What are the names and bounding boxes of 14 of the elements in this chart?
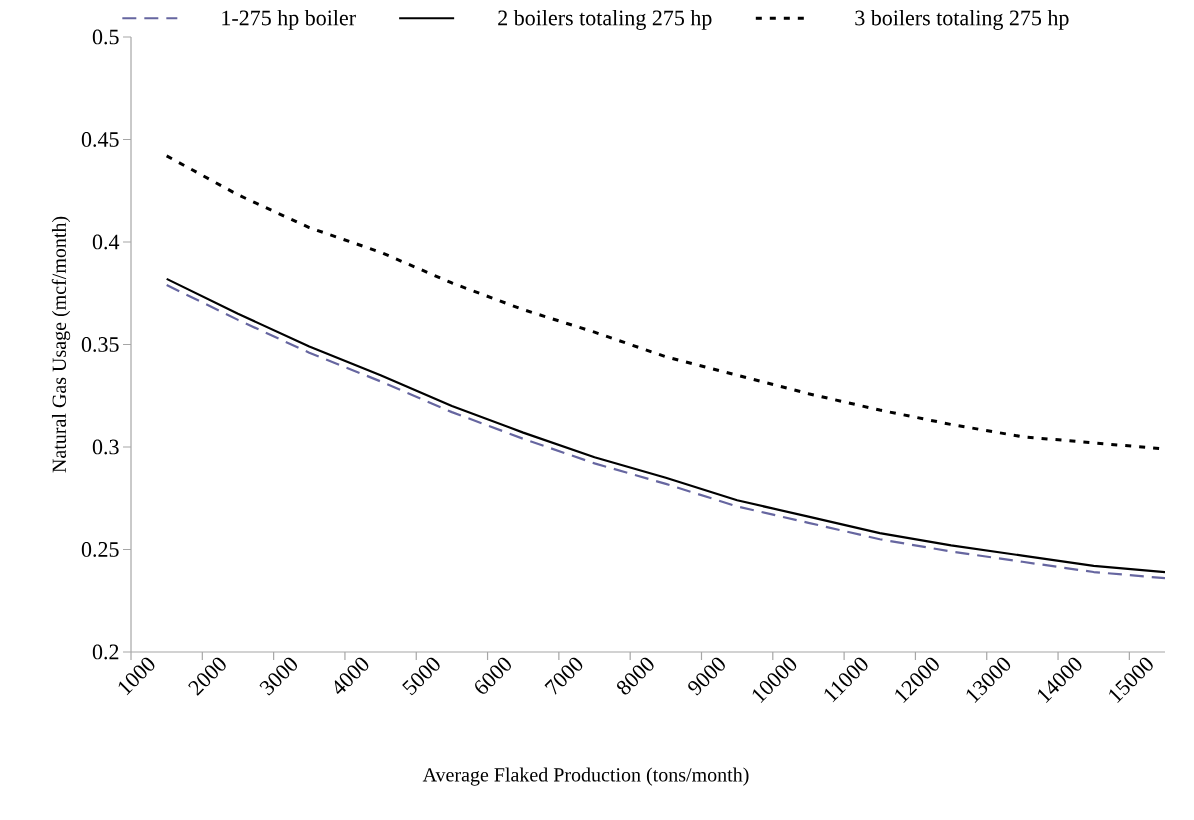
y-tick-label: 0.35 <box>81 337 119 352</box>
x-axis-title: Average Flaked Production (tons/month) <box>422 767 749 786</box>
legend-label: 1-275 hp boiler <box>222 9 356 30</box>
x-tick-label: 6000 <box>475 657 511 694</box>
y-tick-label: 0.3 <box>92 439 119 455</box>
legend-label: 2 boilers totaling 275 hp <box>498 9 712 30</box>
y-tick-label: 0.5 <box>92 29 119 45</box>
legend-label: 3 boilers totaling 275 hp <box>855 9 1069 30</box>
y-tick-label: 0.4 <box>92 234 120 250</box>
y-axis-title: Natural Gas Usage (mcf/month) <box>51 216 71 473</box>
y-tick-label: 0.25 <box>81 542 119 557</box>
x-tick-label: 4000 <box>334 657 369 694</box>
y-tick-label: 0.45 <box>81 132 119 147</box>
y-tick-label: 0.2 <box>92 644 119 660</box>
